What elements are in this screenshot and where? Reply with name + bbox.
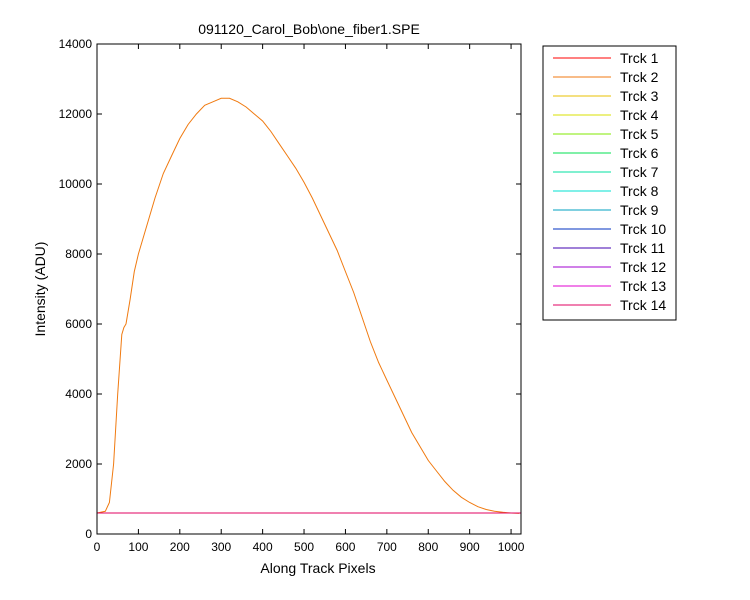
y-tick-label: 10000 bbox=[59, 177, 93, 191]
plot-frame bbox=[96, 43, 522, 535]
legend-label-trck-10: Trck 10 bbox=[620, 221, 666, 237]
legend-label-trck-13: Trck 13 bbox=[620, 278, 666, 294]
x-tick-label: 700 bbox=[377, 540, 397, 554]
y-axis-label: Intensity (ADU) bbox=[32, 242, 48, 337]
legend-label-trck-9: Trck 9 bbox=[620, 202, 659, 218]
legend-label-trck-1: Trck 1 bbox=[620, 50, 659, 66]
legend-label-trck-6: Trck 6 bbox=[620, 145, 659, 161]
x-tick-label: 800 bbox=[418, 540, 438, 554]
axes-layer: 0 100 200 300 400 500 600 700 800 900 100002000400… bbox=[59, 37, 525, 554]
x-tick-label: 0 bbox=[94, 540, 101, 554]
legend-label-trck-8: Trck 8 bbox=[620, 183, 659, 199]
x-tick-label: 100 bbox=[128, 540, 148, 554]
legend-label-trck-5: Trck 5 bbox=[620, 126, 659, 142]
y-tick-label: 2000 bbox=[65, 457, 92, 471]
legend-label-trck-3: Trck 3 bbox=[620, 88, 659, 104]
legend: Trck 1 Trck 2 Trck 3 Trck 4 Trck 5 Trck 6 Trck… bbox=[542, 45, 677, 321]
x-tick-label: 600 bbox=[335, 540, 355, 554]
y-tick-label: 12000 bbox=[59, 107, 93, 121]
legend-label-trck-14: Trck 14 bbox=[620, 297, 666, 313]
series-layer bbox=[97, 97, 521, 514]
legend-label-trck-7: Trck 7 bbox=[620, 164, 659, 180]
y-tick-label: 0 bbox=[85, 527, 92, 541]
x-tick-label: 900 bbox=[460, 540, 480, 554]
x-tick-label: 200 bbox=[170, 540, 190, 554]
legend-label-trck-12: Trck 12 bbox=[620, 259, 666, 275]
x-tick-label: 1000 bbox=[498, 540, 525, 554]
y-tick-label: 6000 bbox=[65, 317, 92, 331]
y-tick-label: 4000 bbox=[65, 387, 92, 401]
x-tick-label: 400 bbox=[253, 540, 273, 554]
x-axis-label: Along Track Pixels bbox=[260, 560, 375, 576]
legend-box bbox=[542, 45, 677, 321]
x-tick-label: 300 bbox=[211, 540, 231, 554]
legend-label-trck-4: Trck 4 bbox=[620, 107, 659, 123]
y-tick-label: 14000 bbox=[59, 37, 93, 51]
legend-label-trck-2: Trck 2 bbox=[620, 69, 659, 85]
y-tick-label: 8000 bbox=[65, 247, 92, 261]
legend-label-trck-11: Trck 11 bbox=[620, 240, 665, 256]
series-line-trck-2 bbox=[97, 97, 520, 514]
x-tick-label: 500 bbox=[294, 540, 314, 554]
chart-title: 091120_Carol_Bob\one_fiber1.SPE bbox=[198, 21, 420, 37]
